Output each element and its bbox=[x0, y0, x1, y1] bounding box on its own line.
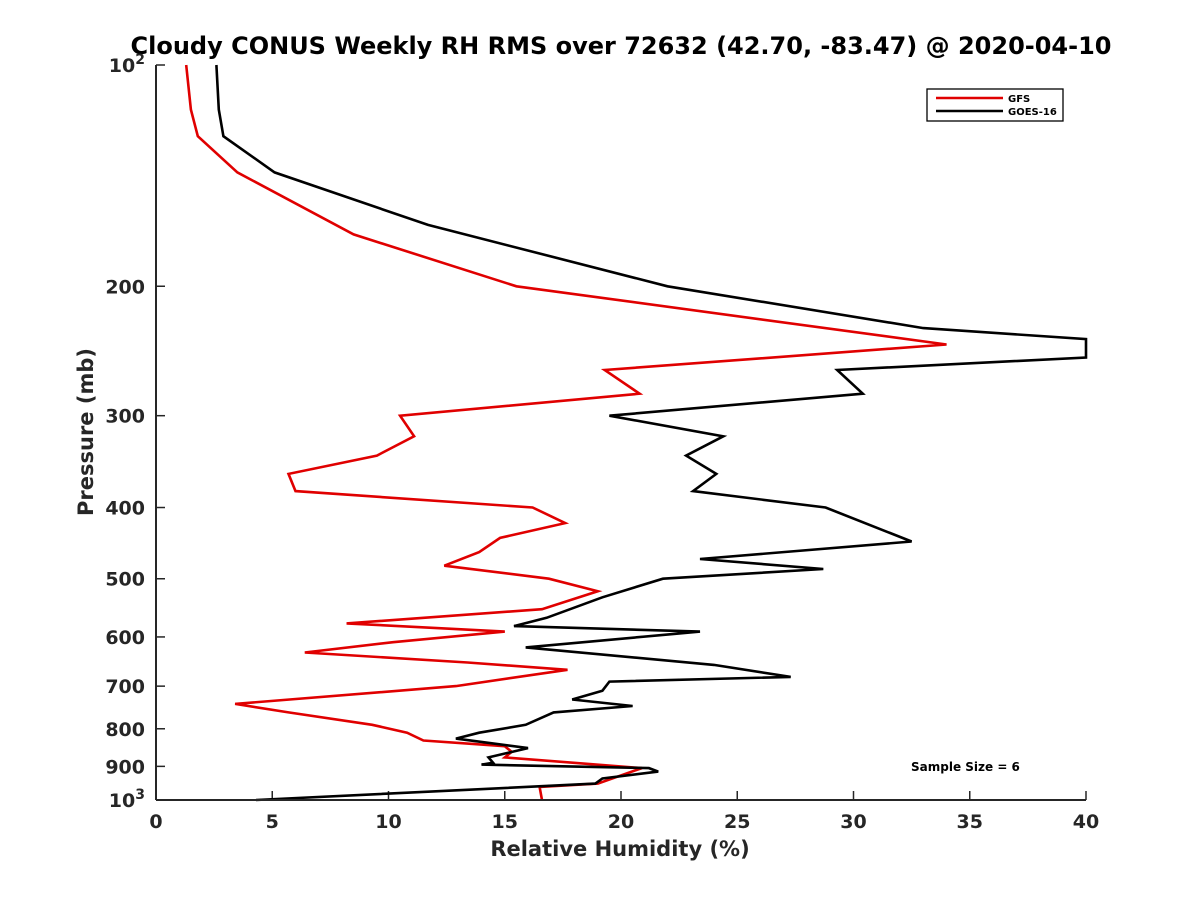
y-tick-label: 102 bbox=[109, 52, 145, 77]
x-tick-label: 25 bbox=[724, 811, 750, 833]
x-tick-label: 0 bbox=[149, 811, 162, 833]
legend: GFS GOES-16 bbox=[926, 88, 1064, 122]
chart-title: Cloudy CONUS Weekly RH RMS over 72632 (4… bbox=[131, 32, 1112, 60]
y-tick-label: 200 bbox=[105, 276, 145, 298]
x-tick-label: 10 bbox=[375, 811, 401, 833]
y-tick-base: 10 bbox=[109, 55, 135, 77]
y-axis-label: Pressure (mb) bbox=[74, 348, 98, 516]
y-tick-label: 400 bbox=[105, 498, 145, 520]
legend-label-goes16: GOES-16 bbox=[1008, 107, 1057, 118]
x-tick-label: 15 bbox=[492, 811, 518, 833]
y-tick-label: 800 bbox=[105, 719, 145, 741]
x-axis-label: Relative Humidity (%) bbox=[490, 837, 749, 861]
x-tick-label: 40 bbox=[1073, 811, 1099, 833]
x-tick-label: 30 bbox=[840, 811, 866, 833]
y-tick-label: 103 bbox=[109, 787, 145, 812]
legend-box bbox=[926, 88, 1064, 122]
y-tick-exponent: 2 bbox=[135, 52, 145, 68]
series-line-gfs bbox=[184, 64, 947, 801]
series-layer bbox=[184, 64, 1088, 802]
x-tick-label: 35 bbox=[957, 811, 983, 833]
y-tick-exponent: 3 bbox=[135, 787, 145, 803]
x-tick-label: 20 bbox=[608, 811, 634, 833]
y-tick-label: 900 bbox=[105, 756, 145, 778]
sample-size-annotation: Sample Size = 6 bbox=[911, 760, 1020, 774]
legend-label-gfs: GFS bbox=[1008, 94, 1030, 105]
series-line-goes-16 bbox=[215, 64, 1088, 802]
y-tick-label: 700 bbox=[105, 676, 145, 698]
y-tick-label: 300 bbox=[105, 406, 145, 428]
y-tick-base: 10 bbox=[109, 790, 135, 812]
x-tick-labels: 0 5 10 15 20 25 30 35 40 bbox=[149, 811, 1099, 833]
y-tick-label: 600 bbox=[105, 627, 145, 649]
y-tick-label: 500 bbox=[105, 569, 145, 591]
x-tick-label: 5 bbox=[266, 811, 279, 833]
